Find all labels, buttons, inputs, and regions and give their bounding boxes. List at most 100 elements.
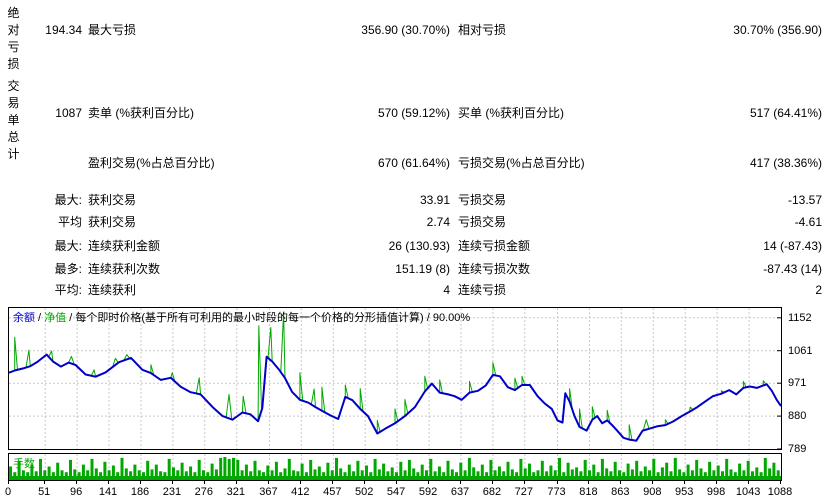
x-axis-label: 96 — [69, 486, 83, 498]
x-axis-tick — [523, 481, 525, 484]
x-axis-tick — [8, 481, 9, 484]
x-axis-tick — [460, 481, 461, 484]
stat-row-average-consecutive-wins: 平均: 连续获利 4 连续亏损 2 — [30, 283, 822, 298]
stat-value: 570 (59.12%) — [377, 106, 450, 120]
stat-value: 4 — [443, 283, 450, 297]
stat-label: 买单 (%获利百分比) — [458, 106, 564, 120]
x-axis-tick — [332, 481, 334, 484]
x-axis-tick — [780, 481, 781, 484]
legend-separator: / — [66, 312, 76, 324]
x-axis-label: 863 — [611, 486, 630, 498]
stat-value: 417 (38.36%) — [749, 156, 822, 170]
x-axis-label: 367 — [259, 486, 278, 498]
x-axis-tick — [171, 481, 173, 484]
stat-label: 亏损交易 — [458, 215, 507, 229]
stat-value: -4.61 — [794, 215, 822, 229]
stat-label: 相对亏损 — [458, 23, 507, 37]
lots-chart: 手数 — [8, 453, 782, 481]
x-axis-label: 321 — [226, 486, 245, 498]
stat-label: 连续亏损 — [458, 283, 507, 297]
stat-row-trades: 1087 卖单 (%获利百分比) 570 (59.12%) 买单 (%获利百分比… — [30, 106, 822, 121]
x-axis-label: 0 — [4, 486, 12, 498]
x-axis-tick — [108, 481, 109, 484]
x-axis-tick — [268, 481, 270, 484]
x-axis-label: 773 — [547, 486, 566, 498]
stat-label: 卖单 (%获利百分比) — [88, 106, 194, 120]
y-axis-label: 789 — [788, 443, 807, 455]
x-axis-tick — [652, 481, 654, 484]
x-axis-tick — [588, 481, 590, 484]
x-axis-label: 908 — [643, 486, 662, 498]
x-axis-tick — [364, 481, 366, 484]
x-axis-tick — [684, 481, 686, 484]
x-axis-tick — [300, 481, 302, 484]
x-axis-label: 141 — [98, 486, 118, 498]
stat-label: 盈利交易(%占总百分比) — [88, 156, 215, 170]
stat-value: 33.91 — [419, 193, 450, 207]
stat-prefix: 最多: — [54, 262, 82, 276]
lots-legend-label: 手数 — [13, 458, 35, 470]
stat-label: 亏损交易(%占总百分比) — [458, 156, 585, 170]
x-axis-tick — [716, 481, 718, 484]
x-axis-tick — [140, 481, 141, 484]
legend-separator: / — [423, 312, 433, 324]
x-axis-label: 457 — [323, 486, 342, 498]
x-axis-label: 637 — [450, 486, 470, 498]
x-axis-label: 727 — [514, 486, 533, 498]
equity-chart-svg — [9, 308, 781, 449]
section-label-absolute-drawdown: 绝对亏损 — [7, 6, 20, 71]
y-axis-label: 971 — [788, 377, 807, 390]
y-axis-label: 1152 — [788, 311, 812, 324]
stat-label: 连续获利 — [88, 283, 137, 297]
stat-value: 356.90 (30.70%) — [361, 23, 450, 37]
chart-legend: 余额 / 净值 / 每个即时价格(基于所有可利用的最小时段的每一个价格的分形插值… — [13, 309, 470, 325]
equity-legend-label: 净值 — [44, 312, 67, 324]
stat-row-max-consecutive-profit: 最大: 连续获利金额 26 (130.93) 连续亏损金额 14 (-87.43… — [30, 239, 822, 254]
legend-model-quality: 90.00% — [432, 312, 471, 324]
x-axis-label: 953 — [675, 486, 694, 498]
lots-chart-svg — [9, 454, 781, 480]
stat-value: 2.74 — [426, 215, 450, 229]
stat-label: 连续获利金额 — [88, 239, 161, 253]
x-axis-label: 412 — [291, 486, 310, 498]
balance-legend-label: 余额 — [13, 312, 35, 324]
x-axis-label: 186 — [130, 486, 150, 498]
stat-value: 14 (-87.43) — [763, 239, 822, 253]
x-axis-tick — [76, 481, 78, 484]
legend-separator: / — [35, 312, 45, 324]
stat-row-max-consecutive-wins: 最多: 连续获利次数 151.19 (8) 连续亏损次数 -87.43 (14) — [30, 262, 822, 277]
y-axis-label: 1061 — [788, 344, 813, 357]
x-axis-tick — [491, 481, 493, 484]
x-axis-tick — [428, 481, 430, 484]
stat-prefix: 平均: — [54, 283, 82, 297]
x-axis-label: 682 — [482, 486, 502, 498]
x-axis-label: 1088 — [767, 486, 793, 498]
x-axis-label: 502 — [355, 486, 374, 498]
stat-row-max-drawdown: 194.34 最大亏损 356.90 (30.70%) 相对亏损 30.70% … — [30, 23, 822, 38]
stat-prefix: 最大: — [54, 193, 82, 207]
stat-value: 2 — [815, 283, 822, 297]
stat-value — [30, 156, 82, 171]
x-axis-tick — [620, 481, 622, 484]
stat-label: 亏损交易 — [458, 193, 507, 207]
x-axis-tick — [235, 481, 237, 484]
stat-label: 连续亏损次数 — [458, 262, 531, 276]
stat-value: -13.57 — [787, 193, 822, 207]
x-axis-tick — [203, 481, 205, 484]
stat-value: 151.19 (8) — [395, 262, 450, 276]
x-axis-label: 1043 — [735, 486, 761, 498]
x-axis-label: 998 — [706, 486, 726, 498]
stat-value: 670 (61.64%) — [377, 156, 450, 170]
stat-value: 26 (130.93) — [388, 239, 450, 253]
x-axis-tick — [44, 481, 46, 484]
stat-row-profit-trades: 盈利交易(%占总百分比) 670 (61.64%) 亏损交易(%占总百分比) 4… — [30, 156, 822, 171]
legend-description: 每个即时价格(基于所有可利用的最小时段的每一个价格的分形插值计算) — [75, 312, 424, 324]
stat-value: 194.34 — [45, 23, 82, 37]
stat-value: 517 (64.41%) — [749, 106, 822, 120]
stat-row-largest-trade: 最大: 获利交易 33.91 亏损交易 -13.57 — [30, 193, 822, 208]
stat-prefix: 平均 — [57, 215, 82, 229]
stat-label: 最大亏损 — [88, 23, 137, 37]
stat-label: 连续获利次数 — [88, 262, 161, 276]
x-axis-label: 547 — [386, 486, 406, 498]
